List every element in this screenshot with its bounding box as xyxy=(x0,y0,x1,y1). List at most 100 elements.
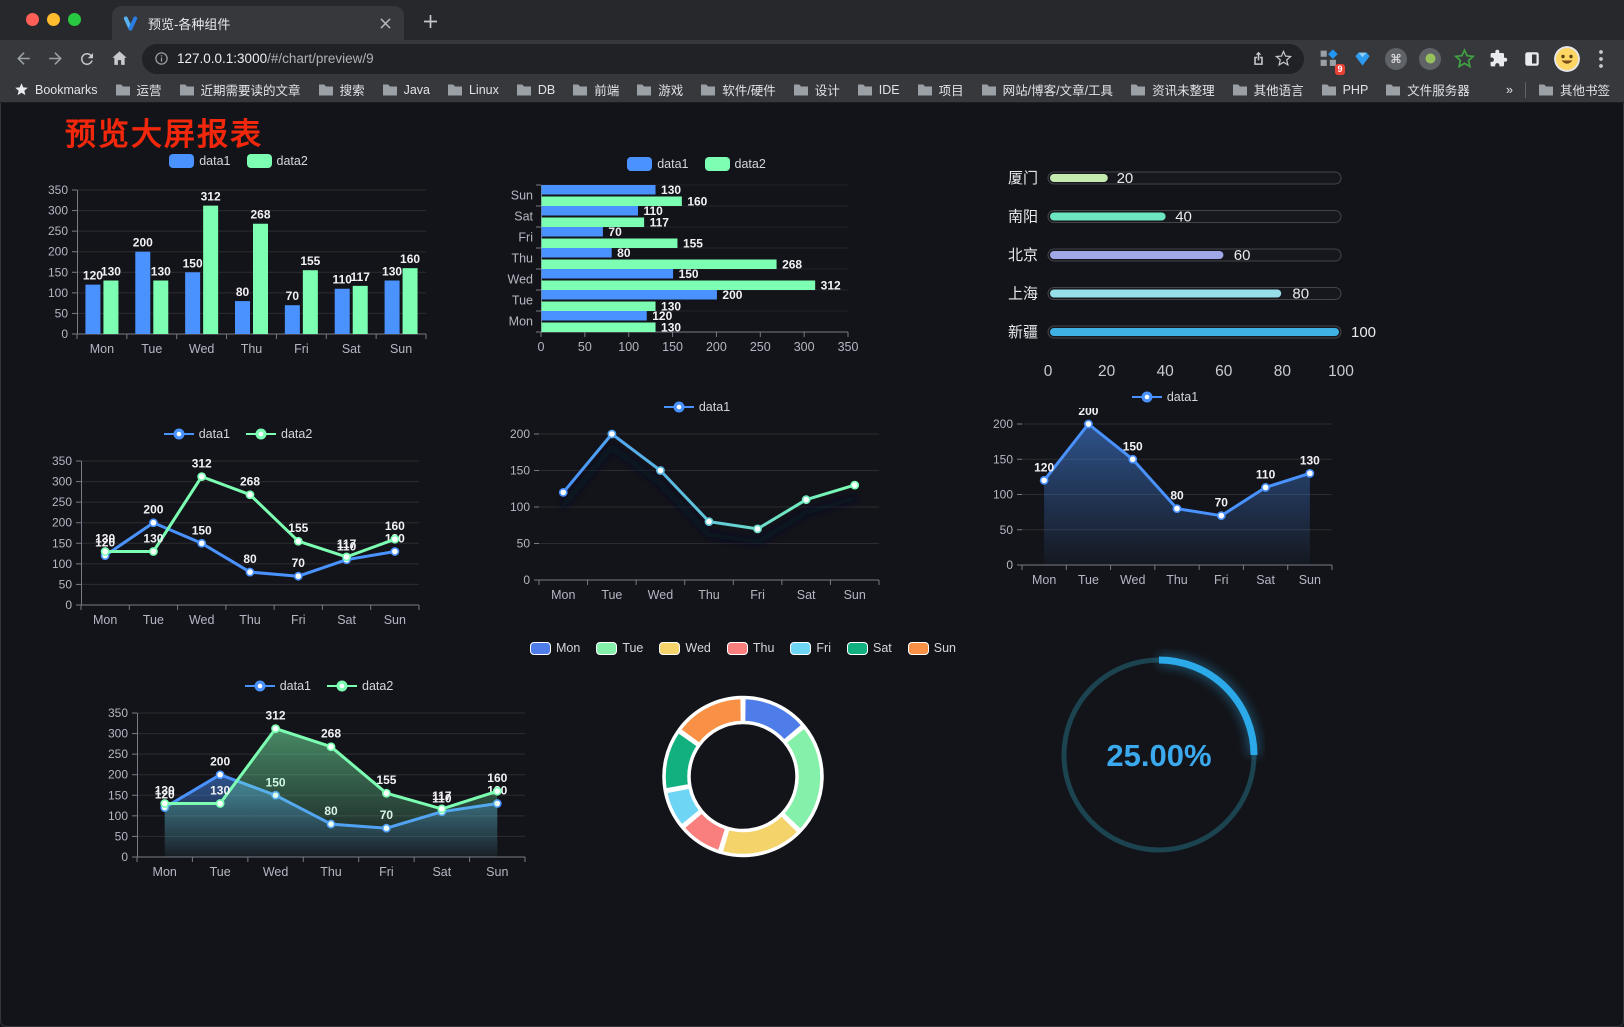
svg-text:300: 300 xyxy=(108,727,128,741)
bookmark-item[interactable]: 网站/博客/文章/工具 xyxy=(981,80,1113,99)
svg-text:Tue: Tue xyxy=(210,865,231,879)
legend-item[interactable]: data1 xyxy=(627,157,689,171)
folder-icon xyxy=(1232,84,1247,95)
extension-command-icon[interactable]: ⌘ xyxy=(1382,45,1410,73)
legend-item[interactable]: data1 xyxy=(163,427,230,441)
legend-item[interactable]: data1 xyxy=(1131,390,1198,404)
svg-text:150: 150 xyxy=(679,267,699,281)
svg-text:350: 350 xyxy=(838,340,859,354)
new-tab-button[interactable] xyxy=(416,7,444,35)
svg-text:70: 70 xyxy=(292,556,306,570)
extensions-puzzle-icon[interactable] xyxy=(1484,45,1512,73)
legend-item[interactable]: data2 xyxy=(704,157,766,171)
legend-item[interactable]: Tue xyxy=(596,641,643,655)
svg-text:100: 100 xyxy=(108,809,128,823)
svg-text:Fri: Fri xyxy=(1214,573,1229,587)
address-bar[interactable]: 127.0.0.1:3000/#/chart/preview/9 xyxy=(142,43,1304,74)
svg-text:100: 100 xyxy=(510,500,530,514)
svg-text:70: 70 xyxy=(286,289,300,303)
legend-item[interactable]: data2 xyxy=(246,427,312,441)
legend-item[interactable]: Wed xyxy=(659,641,711,655)
legend-marker-icon xyxy=(244,680,275,692)
bookmark-item[interactable]: 搜索 xyxy=(318,80,365,99)
extension-grid-diamond-icon[interactable]: 9 xyxy=(1314,45,1345,75)
svg-text:250: 250 xyxy=(52,495,72,509)
legend-swatch-icon xyxy=(627,157,653,171)
folder-icon xyxy=(981,84,996,95)
legend-item[interactable]: data1 xyxy=(244,679,311,693)
page-info-icon[interactable] xyxy=(154,51,169,66)
other-bookmarks[interactable]: 其他书签 xyxy=(1538,80,1610,99)
site-favicon-icon xyxy=(122,15,139,32)
svg-text:50: 50 xyxy=(1000,523,1014,537)
profile-avatar[interactable] xyxy=(1554,45,1580,72)
home-button[interactable] xyxy=(104,44,134,74)
url-host: 127.0.0.1:3000 xyxy=(177,51,268,66)
svg-text:120: 120 xyxy=(83,269,103,283)
forward-button[interactable] xyxy=(40,44,70,74)
svg-text:100: 100 xyxy=(1351,324,1376,341)
bookmark-item[interactable]: 文件服务器 xyxy=(1385,80,1470,99)
svg-text:Mon: Mon xyxy=(1032,573,1056,587)
bookmark-item[interactable]: 运营 xyxy=(115,80,162,99)
svg-text:Tue: Tue xyxy=(601,588,622,602)
reload-button[interactable] xyxy=(72,44,102,74)
extension-dark-mode-icon[interactable] xyxy=(1518,45,1546,73)
browser-tab[interactable]: 预览-各种组件 xyxy=(112,6,404,40)
svg-text:Wed: Wed xyxy=(189,342,215,356)
svg-text:155: 155 xyxy=(300,254,320,268)
folder-icon xyxy=(318,84,333,95)
bookmark-item[interactable]: 前端 xyxy=(572,80,619,99)
legend-item[interactable]: data2 xyxy=(246,154,308,168)
bookmark-item[interactable]: PHP xyxy=(1321,83,1368,97)
bookmark-item[interactable]: IDE xyxy=(857,83,900,97)
chart-line-gradient: data1 0 50 100 150 200 Mon Tue Wed Thu Fri Sat Sun xyxy=(501,396,893,616)
svg-text:0: 0 xyxy=(1006,558,1013,572)
bookmarks-manager[interactable]: Bookmarks xyxy=(14,82,98,97)
chart-legend: data1 data2 xyxy=(99,675,539,697)
legend-item[interactable]: data1 xyxy=(663,400,730,414)
share-icon[interactable] xyxy=(1250,50,1267,67)
menu-kebab-icon[interactable] xyxy=(1586,44,1616,74)
extension-green-star-icon[interactable] xyxy=(1450,45,1478,73)
svg-text:Tue: Tue xyxy=(143,613,164,627)
back-button[interactable] xyxy=(8,44,38,74)
bookmarks-overflow-chevron[interactable]: » xyxy=(1506,82,1513,97)
chart-area-line: data1 0 50 100 150 200 Mon Tue Wed Thu Fri Sat Sun 12… xyxy=(984,386,1346,601)
bookmark-item[interactable]: Linux xyxy=(447,83,499,97)
zoom-window-button[interactable] xyxy=(68,13,81,26)
url-text[interactable]: 127.0.0.1:3000/#/chart/preview/9 xyxy=(177,51,1242,66)
bookmark-item[interactable]: 项目 xyxy=(917,80,964,99)
legend-item[interactable]: Sun xyxy=(907,641,956,655)
close-window-button[interactable] xyxy=(26,13,39,26)
bookmark-item[interactable]: 游戏 xyxy=(636,80,683,99)
legend-item[interactable]: data1 xyxy=(169,154,231,168)
svg-text:80: 80 xyxy=(243,552,257,566)
legend-item[interactable]: Fri xyxy=(790,641,831,655)
legend-item[interactable]: Sat xyxy=(847,641,892,655)
bookmark-item[interactable]: Java xyxy=(382,83,430,97)
legend-item[interactable]: Thu xyxy=(726,641,774,655)
svg-text:100: 100 xyxy=(52,557,72,571)
legend-item[interactable]: data2 xyxy=(327,679,393,693)
bookmark-item[interactable]: DB xyxy=(516,83,555,97)
bookmark-item[interactable]: 资讯未整理 xyxy=(1130,80,1215,99)
svg-text:300: 300 xyxy=(52,475,72,489)
svg-text:100: 100 xyxy=(618,340,639,354)
svg-text:312: 312 xyxy=(192,457,212,471)
extension-gem-icon[interactable] xyxy=(1348,45,1376,73)
legend-item[interactable]: Mon xyxy=(529,641,580,655)
tab-close-icon[interactable] xyxy=(376,14,394,32)
bookmark-item[interactable]: 近期需要读的文章 xyxy=(179,80,301,99)
legend-marker-icon xyxy=(1131,391,1162,403)
bookmark-item[interactable]: 软件/硬件 xyxy=(700,80,776,99)
extension-proxy-dot-icon[interactable] xyxy=(1416,45,1444,73)
bookmark-item[interactable]: 其他语言 xyxy=(1232,80,1304,99)
svg-text:200: 200 xyxy=(1078,408,1098,418)
legend-marker-icon xyxy=(163,428,194,440)
svg-text:Fri: Fri xyxy=(291,613,306,627)
bookmark-item[interactable]: 设计 xyxy=(793,80,840,99)
legend-swatch-icon xyxy=(790,641,812,655)
bookmark-star-icon[interactable] xyxy=(1275,50,1292,67)
minimize-window-button[interactable] xyxy=(47,13,60,26)
